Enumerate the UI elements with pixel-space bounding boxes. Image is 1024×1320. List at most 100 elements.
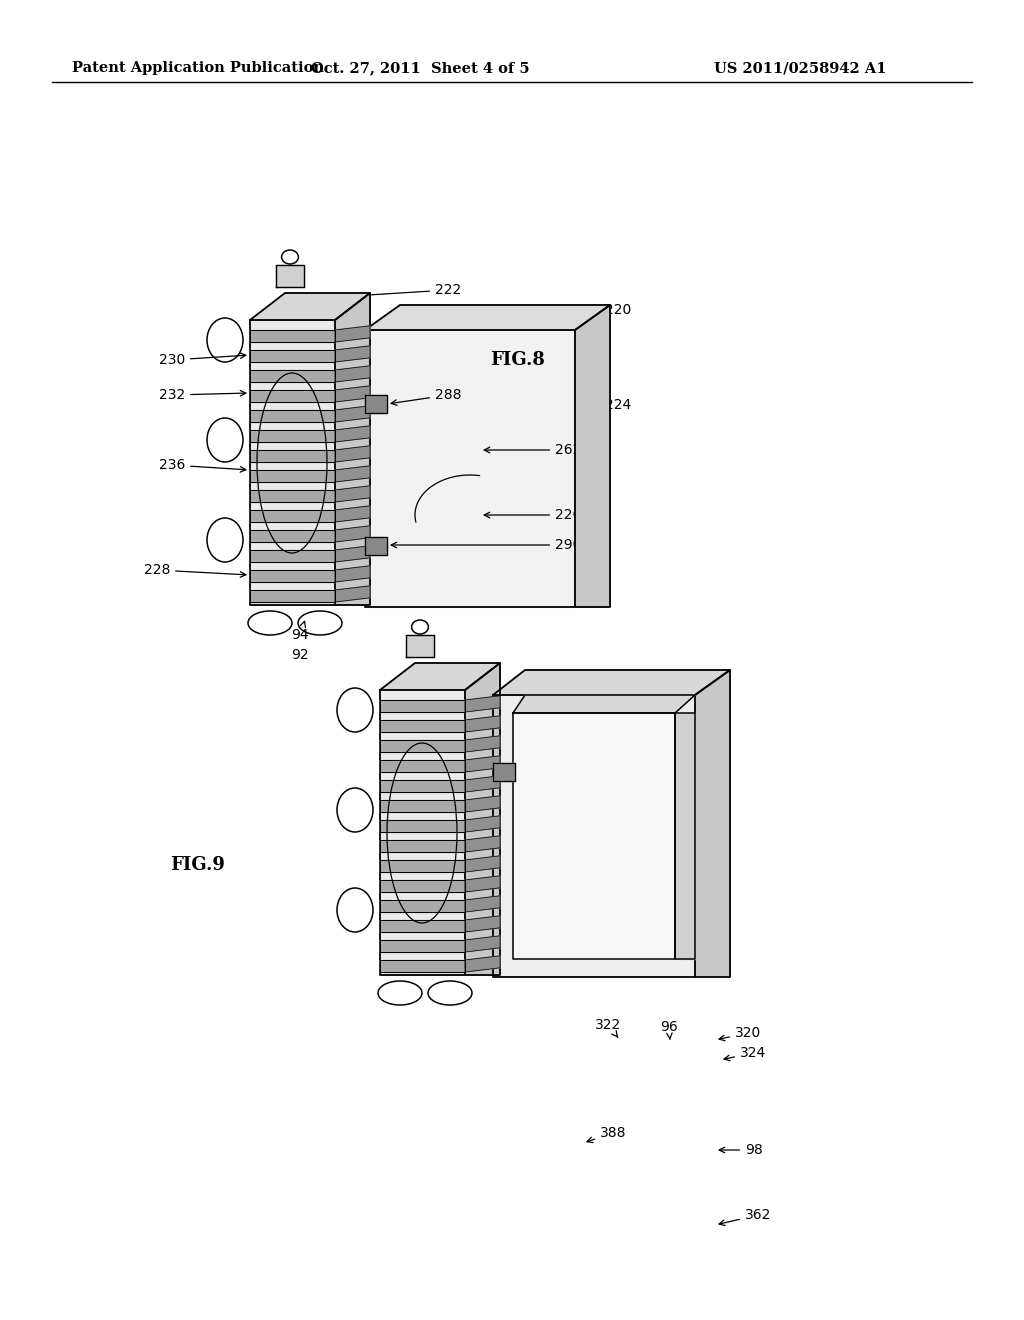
Polygon shape: [380, 920, 465, 932]
Polygon shape: [465, 756, 500, 772]
Polygon shape: [250, 450, 335, 462]
Polygon shape: [465, 836, 500, 851]
Polygon shape: [250, 370, 335, 381]
Polygon shape: [380, 960, 465, 972]
Text: 224: 224: [589, 399, 631, 422]
Text: 226: 226: [484, 508, 582, 521]
Polygon shape: [493, 671, 730, 696]
Polygon shape: [335, 426, 370, 442]
Polygon shape: [380, 741, 465, 752]
Polygon shape: [465, 956, 500, 972]
Polygon shape: [675, 713, 695, 960]
Polygon shape: [335, 346, 370, 362]
Polygon shape: [493, 696, 695, 977]
Polygon shape: [380, 663, 500, 690]
Polygon shape: [250, 330, 335, 342]
Text: 98: 98: [719, 1143, 763, 1158]
Polygon shape: [465, 896, 500, 912]
Polygon shape: [335, 385, 370, 403]
Polygon shape: [250, 430, 335, 442]
Polygon shape: [335, 545, 370, 562]
Polygon shape: [250, 470, 335, 482]
Polygon shape: [380, 900, 465, 912]
Polygon shape: [250, 510, 335, 521]
Polygon shape: [335, 525, 370, 543]
Text: 232: 232: [159, 388, 246, 403]
Text: 320: 320: [719, 1026, 761, 1040]
Polygon shape: [380, 760, 465, 772]
Text: FIG.8: FIG.8: [490, 351, 545, 370]
Text: 236: 236: [159, 458, 246, 473]
Polygon shape: [365, 330, 575, 607]
Polygon shape: [276, 265, 304, 286]
Polygon shape: [335, 466, 370, 482]
Polygon shape: [380, 700, 465, 711]
Polygon shape: [695, 671, 730, 977]
Polygon shape: [575, 305, 610, 607]
Polygon shape: [380, 880, 465, 892]
Polygon shape: [250, 293, 370, 319]
Polygon shape: [250, 350, 335, 362]
Polygon shape: [465, 796, 500, 812]
Text: 96: 96: [660, 1020, 678, 1040]
Text: FIG.9: FIG.9: [170, 855, 225, 874]
Polygon shape: [335, 506, 370, 521]
Polygon shape: [380, 719, 465, 733]
Polygon shape: [465, 936, 500, 952]
Polygon shape: [380, 861, 465, 873]
Polygon shape: [380, 840, 465, 851]
Text: 92: 92: [291, 648, 309, 663]
Polygon shape: [465, 663, 500, 975]
Polygon shape: [465, 916, 500, 932]
Polygon shape: [335, 446, 370, 462]
Polygon shape: [465, 816, 500, 832]
Text: 230: 230: [159, 352, 246, 367]
Text: US 2011/0258942 A1: US 2011/0258942 A1: [714, 61, 886, 75]
Text: 262: 262: [484, 444, 582, 457]
Polygon shape: [250, 550, 335, 562]
Polygon shape: [380, 780, 465, 792]
Polygon shape: [380, 690, 465, 975]
Text: 220: 220: [589, 304, 631, 323]
Polygon shape: [465, 735, 500, 752]
Polygon shape: [250, 570, 335, 582]
Text: 290: 290: [391, 539, 582, 552]
Polygon shape: [465, 696, 500, 711]
Polygon shape: [365, 305, 610, 330]
Polygon shape: [513, 713, 675, 960]
Polygon shape: [335, 566, 370, 582]
Polygon shape: [250, 590, 335, 602]
Polygon shape: [493, 763, 515, 781]
Text: Patent Application Publication: Patent Application Publication: [72, 61, 324, 75]
Polygon shape: [380, 820, 465, 832]
Text: Oct. 27, 2011  Sheet 4 of 5: Oct. 27, 2011 Sheet 4 of 5: [310, 61, 529, 75]
Polygon shape: [335, 586, 370, 602]
Polygon shape: [465, 855, 500, 873]
Text: 94: 94: [291, 622, 309, 642]
Polygon shape: [335, 326, 370, 342]
Text: 228: 228: [143, 564, 246, 577]
Polygon shape: [406, 635, 434, 657]
Polygon shape: [250, 389, 335, 403]
Text: 288: 288: [391, 388, 462, 405]
Polygon shape: [513, 696, 695, 713]
Text: 222: 222: [325, 282, 461, 300]
Polygon shape: [465, 715, 500, 733]
Text: 322: 322: [595, 1018, 622, 1038]
Polygon shape: [335, 486, 370, 502]
Polygon shape: [380, 800, 465, 812]
Polygon shape: [380, 940, 465, 952]
Polygon shape: [250, 490, 335, 502]
Polygon shape: [250, 411, 335, 422]
Text: 362: 362: [719, 1208, 771, 1225]
Polygon shape: [465, 875, 500, 892]
Polygon shape: [365, 537, 387, 554]
Polygon shape: [335, 293, 370, 605]
Text: 388: 388: [587, 1126, 627, 1143]
Text: 324: 324: [724, 1045, 766, 1061]
Polygon shape: [465, 776, 500, 792]
Polygon shape: [250, 531, 335, 543]
Polygon shape: [335, 366, 370, 381]
Polygon shape: [250, 319, 335, 605]
Polygon shape: [335, 405, 370, 422]
